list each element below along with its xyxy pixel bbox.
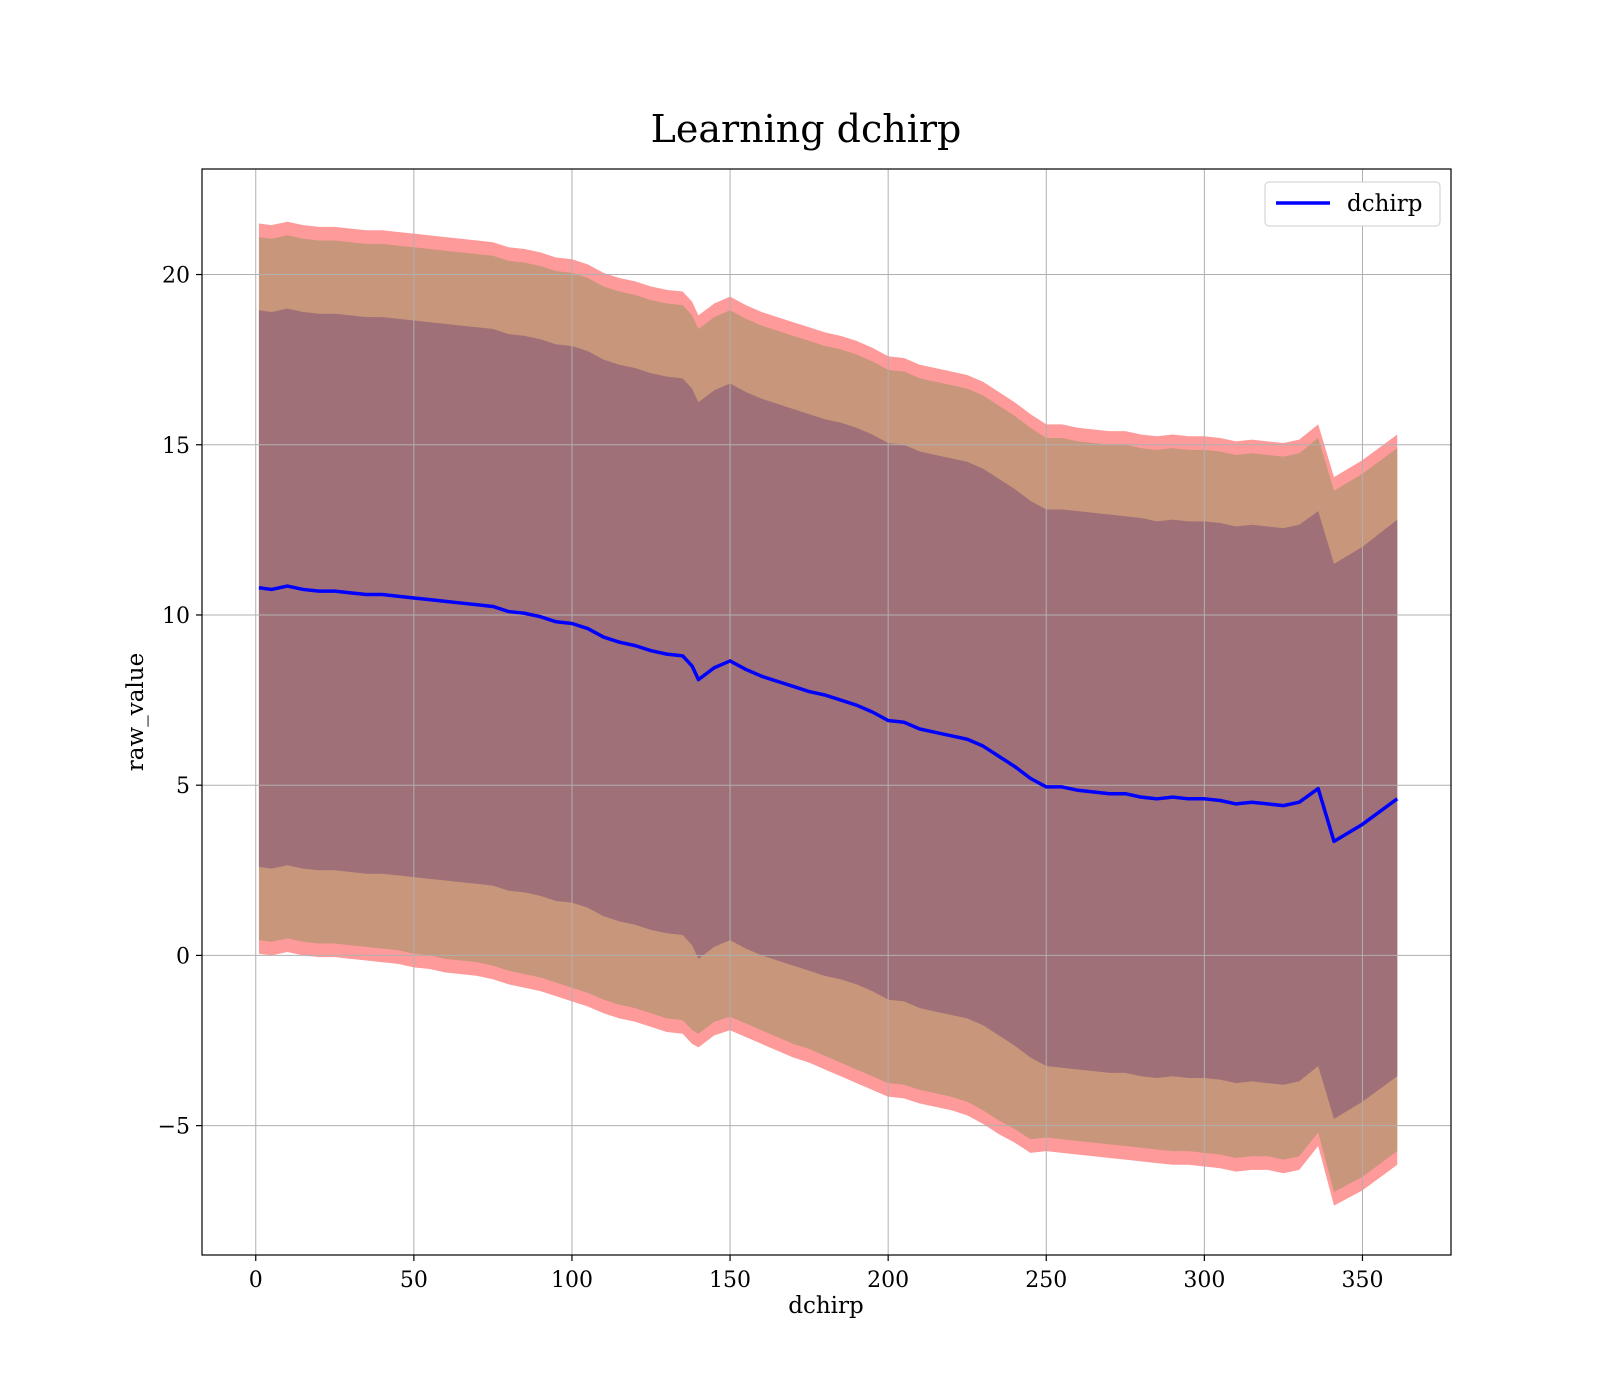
x-tick-label: 350 bbox=[1341, 1268, 1383, 1293]
x-tick-label: 250 bbox=[1025, 1268, 1067, 1293]
y-tick-label: 20 bbox=[162, 264, 190, 289]
x-tick-label: 50 bbox=[400, 1268, 428, 1293]
legend-entry-dchirp: dchirp bbox=[1347, 191, 1423, 217]
x-tick-label: 0 bbox=[249, 1268, 263, 1293]
y-tick-label: 10 bbox=[162, 604, 190, 629]
grid-layer bbox=[202, 169, 1451, 1255]
x-tick-label: 300 bbox=[1183, 1268, 1225, 1293]
chart-title: Learning dchirp bbox=[651, 107, 962, 151]
y-tick-label: 5 bbox=[176, 774, 190, 799]
inner-band bbox=[258, 308, 1398, 1119]
y-tick-label: 15 bbox=[162, 434, 190, 459]
legend-box bbox=[1264, 181, 1441, 227]
y-tick-label: −5 bbox=[158, 1115, 190, 1140]
line-layer bbox=[258, 584, 1399, 844]
legend: dchirp bbox=[1264, 181, 1441, 227]
x-axis-label: dchirp bbox=[788, 1293, 864, 1319]
x-axis: 0 50 100 150 200 250 300 350 bbox=[249, 1255, 1383, 1293]
y-axis-label: raw_value bbox=[123, 653, 149, 771]
plot-frame bbox=[201, 168, 1452, 1256]
x-tick-label: 100 bbox=[551, 1268, 593, 1293]
series-line-dchirp bbox=[258, 584, 1399, 844]
bands-layer bbox=[258, 221, 1398, 1206]
y-axis: −5 0 5 10 15 20 bbox=[158, 264, 202, 1140]
y-tick-label: 0 bbox=[176, 944, 190, 969]
x-tick-label: 150 bbox=[709, 1268, 751, 1293]
x-tick-label: 200 bbox=[867, 1268, 909, 1293]
